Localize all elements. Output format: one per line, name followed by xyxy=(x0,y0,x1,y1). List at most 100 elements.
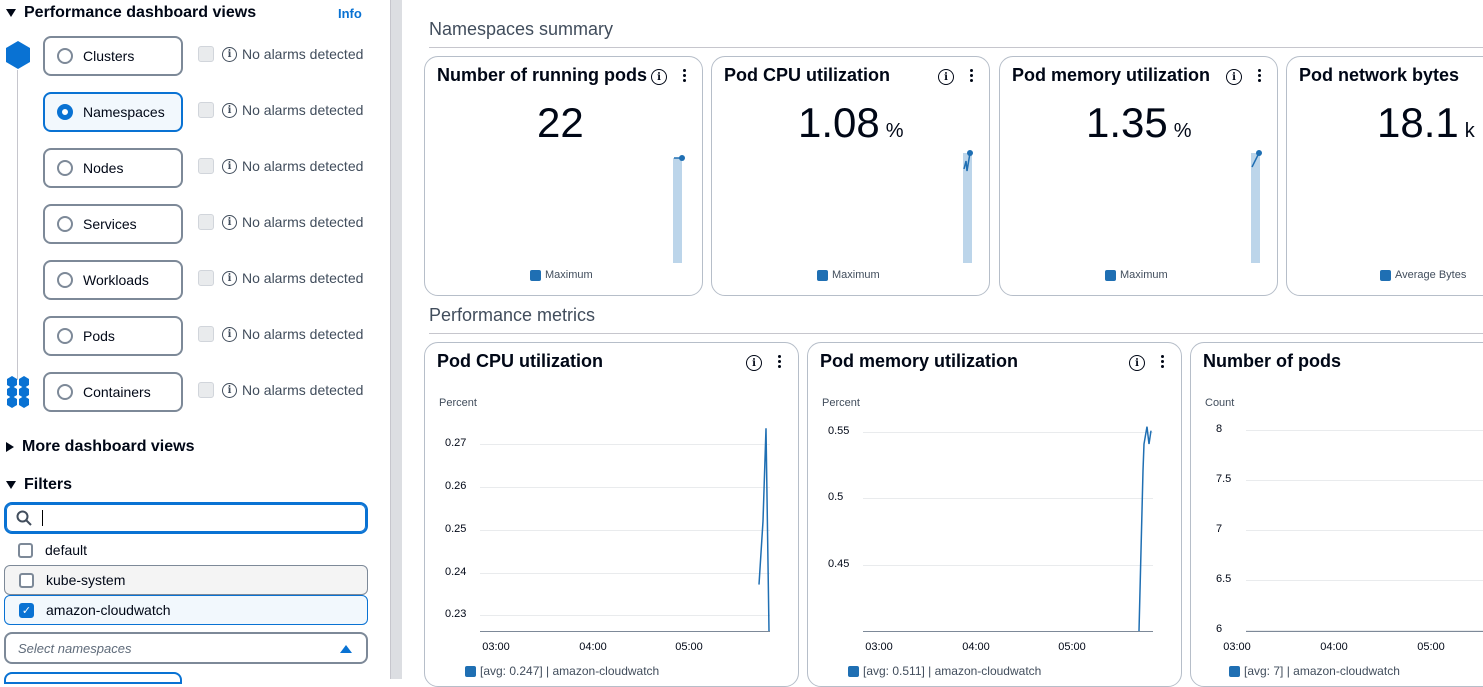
view-workloads-button[interactable]: Workloads xyxy=(43,260,183,300)
summary-rule xyxy=(429,47,1483,48)
kebab-menu-icon[interactable] xyxy=(1258,67,1262,84)
checkbox[interactable] xyxy=(18,542,33,558)
view-label: Workloads xyxy=(83,272,149,288)
left-panel: Performance dashboard views Info Cluster… xyxy=(0,0,390,684)
alarm-status: i No alarms detected xyxy=(198,326,363,342)
x-tick-label: 05:00 xyxy=(675,641,703,653)
info-icon[interactable]: i xyxy=(222,270,237,286)
info-link[interactable]: Info xyxy=(338,6,362,21)
info-icon[interactable]: i xyxy=(222,326,237,342)
legend-label: Maximum xyxy=(545,269,593,281)
grid-line xyxy=(1246,630,1483,631)
caret-down-icon xyxy=(6,481,16,489)
more-views-header[interactable]: More dashboard views xyxy=(6,438,195,456)
summary-card: Number of running pods i 22 Maximum xyxy=(424,56,703,296)
main-content: Namespaces summary Number of running pod… xyxy=(402,0,1483,687)
option-kube-system[interactable]: kube-system xyxy=(4,565,368,595)
y-tick-label: 0.27 xyxy=(445,437,467,449)
checkbox-checked[interactable]: ✓ xyxy=(19,602,34,618)
legend-label: Maximum xyxy=(1120,269,1168,281)
grid-line xyxy=(480,530,770,531)
view-label: Clusters xyxy=(83,48,135,64)
alarm-text: No alarms detected xyxy=(242,382,364,398)
info-icon[interactable]: i xyxy=(222,102,237,118)
disabled-checkbox xyxy=(198,158,214,174)
chart-title: Pod memory utilization xyxy=(820,351,1019,371)
info-icon[interactable]: i xyxy=(222,158,237,174)
legend-swatch xyxy=(1105,269,1116,281)
view-pods-button[interactable]: Pods xyxy=(43,316,183,356)
sparkline-bar xyxy=(1251,153,1260,263)
summary-heading: Namespaces summary xyxy=(429,19,614,39)
disabled-checkbox xyxy=(198,270,214,286)
checkbox[interactable] xyxy=(19,572,34,588)
search-icon xyxy=(16,510,32,526)
kebab-menu-icon[interactable] xyxy=(778,353,782,370)
info-icon[interactable]: i xyxy=(938,69,954,85)
sparkline-point xyxy=(967,150,973,156)
sparkline-bar xyxy=(673,158,682,263)
x-tick-label: 04:00 xyxy=(579,641,607,653)
value-number: 18.1 xyxy=(1377,99,1459,146)
option-label: kube-system xyxy=(46,572,126,588)
x-tick-label: 03:00 xyxy=(865,641,893,653)
series-line xyxy=(758,428,770,632)
y-tick-label: 8 xyxy=(1216,423,1223,435)
apply-button[interactable] xyxy=(4,672,182,684)
filters-title: Filters xyxy=(24,476,73,493)
kebab-menu-icon[interactable] xyxy=(970,67,974,84)
option-default[interactable]: default xyxy=(4,535,368,565)
text-cursor xyxy=(42,510,43,526)
big-value: 1.35% xyxy=(1086,99,1192,147)
namespace-search-input[interactable] xyxy=(4,502,368,534)
legend-swatch xyxy=(465,665,476,677)
view-containers-button[interactable]: Containers xyxy=(43,372,183,412)
filters-header[interactable]: Filters xyxy=(6,476,72,494)
radio-icon xyxy=(57,104,73,120)
info-icon[interactable]: i xyxy=(651,69,667,85)
summary-card: Pod memory utilization i 1.35% Maximum xyxy=(999,56,1278,296)
view-label: Services xyxy=(83,216,137,232)
view-services-button[interactable]: Services xyxy=(43,204,183,244)
series-legend[interactable]: [avg: 0.247] | amazon-cloudwatch xyxy=(465,664,659,678)
y-tick-label: 0.26 xyxy=(445,480,467,492)
kebab-menu-icon[interactable] xyxy=(683,67,687,84)
option-amazon-cloudwatch[interactable]: ✓ amazon-cloudwatch xyxy=(4,595,368,625)
view-nodes-button[interactable]: Nodes xyxy=(43,148,183,188)
view-namespaces-button[interactable]: Namespaces xyxy=(43,92,183,132)
alarm-status: i No alarms detected xyxy=(198,270,363,286)
value-unit: % xyxy=(885,120,904,142)
info-icon[interactable]: i xyxy=(1129,355,1145,371)
y-tick-label: 0.25 xyxy=(445,523,467,535)
legend-label: [avg: 7] | amazon-cloudwatch xyxy=(1244,664,1400,678)
legend-label: [avg: 0.247] | amazon-cloudwatch xyxy=(480,664,660,678)
line-series xyxy=(758,428,770,632)
view-clusters-button[interactable]: Clusters xyxy=(43,36,183,76)
line-series xyxy=(1138,426,1152,632)
info-icon[interactable]: i xyxy=(222,46,237,62)
grid-line xyxy=(480,615,770,616)
option-label: amazon-cloudwatch xyxy=(46,602,171,618)
card-title: Number of running pods xyxy=(437,65,647,85)
namespace-select[interactable]: Select namespaces xyxy=(4,632,368,664)
hexagon-icon xyxy=(6,41,30,69)
x-axis-line xyxy=(863,631,1153,632)
big-value: 1.08% xyxy=(798,99,904,147)
card-legend: Maximum xyxy=(1105,269,1168,281)
value-number: 1.08 xyxy=(798,99,880,146)
series-legend[interactable]: [avg: 7] | amazon-cloudwatch xyxy=(1229,664,1400,678)
y-tick-label: 0.45 xyxy=(828,558,850,570)
alarm-status: i No alarms detected xyxy=(198,158,363,174)
info-icon[interactable]: i xyxy=(222,382,237,398)
info-icon[interactable]: i xyxy=(222,214,237,230)
info-icon[interactable]: i xyxy=(746,355,762,371)
legend-label: Average Bytes xyxy=(1395,269,1467,281)
panel-divider[interactable] xyxy=(390,0,402,679)
info-icon[interactable]: i xyxy=(1226,69,1242,85)
perf-views-title: Performance dashboard views xyxy=(24,4,257,21)
metrics-rule xyxy=(429,333,1483,334)
kebab-menu-icon[interactable] xyxy=(1161,353,1165,370)
big-value: 18.1 k xyxy=(1377,99,1475,147)
series-legend[interactable]: [avg: 0.511] | amazon-cloudwatch xyxy=(848,664,1041,678)
perf-views-header[interactable]: Performance dashboard views xyxy=(6,4,256,22)
